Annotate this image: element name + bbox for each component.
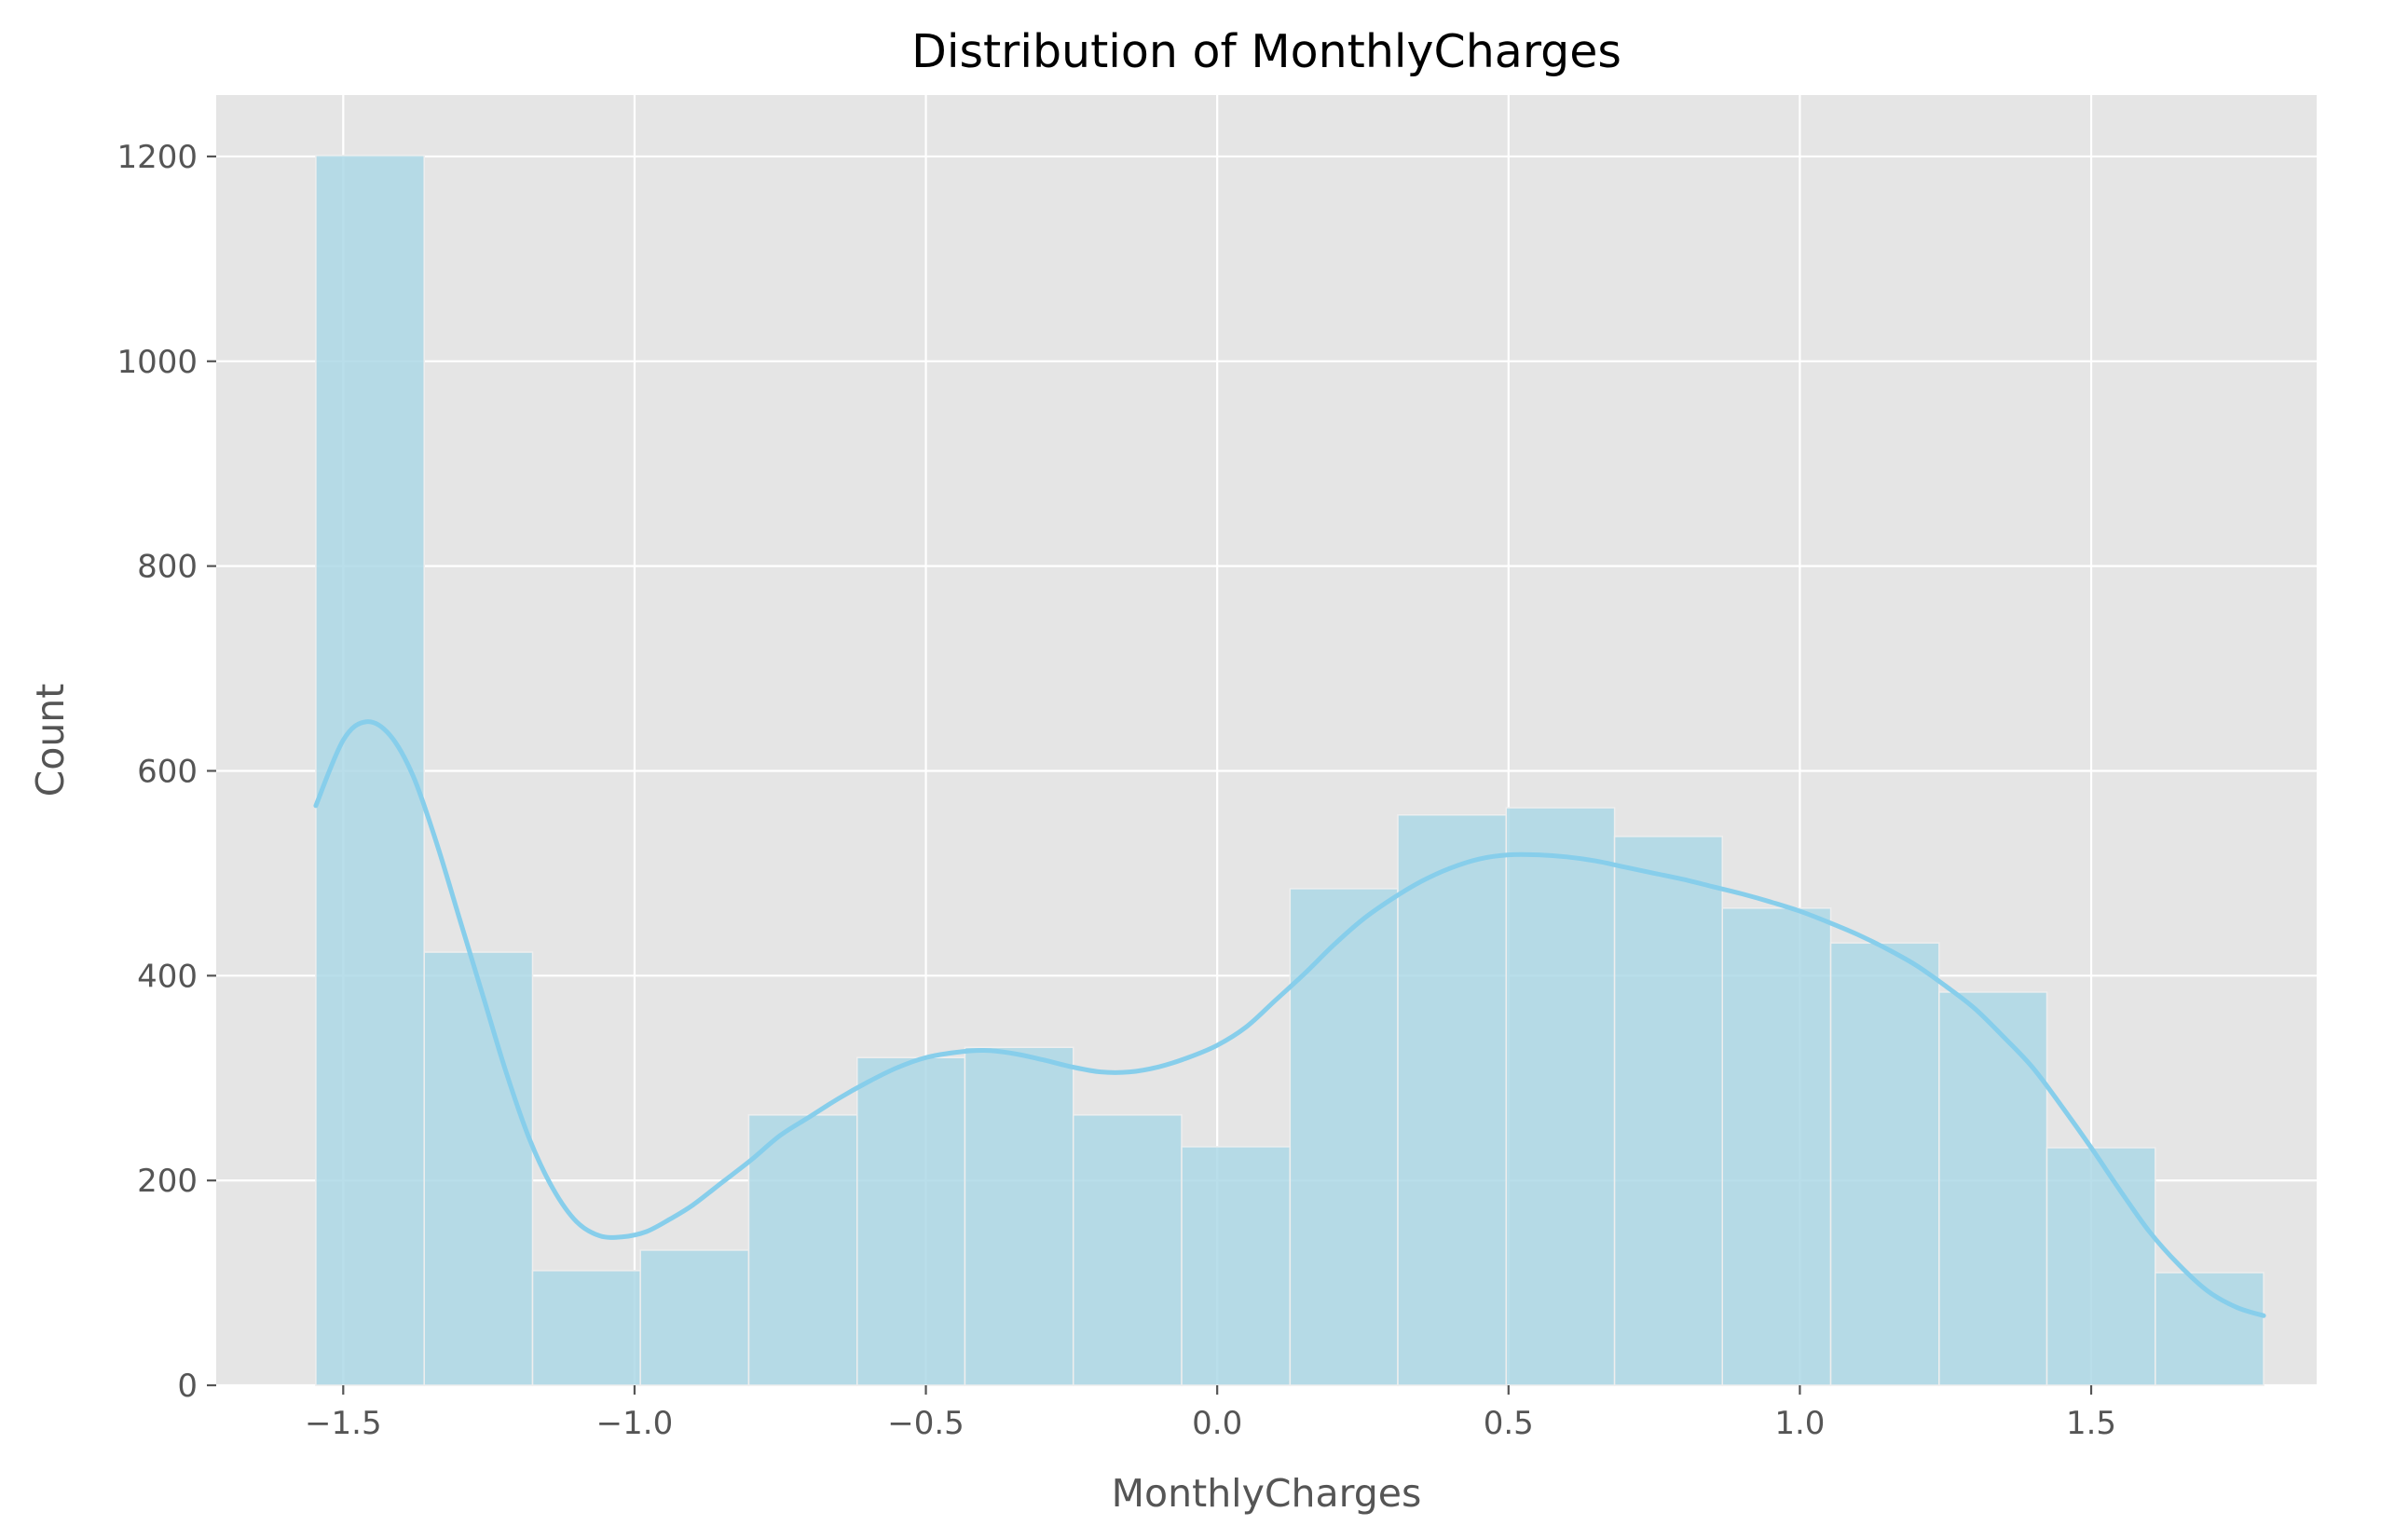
histogram-bar xyxy=(1181,1146,1292,1386)
y-tick-label: 200 xyxy=(137,1163,198,1200)
histogram-bar xyxy=(1505,807,1616,1386)
histogram-bar xyxy=(1721,907,1832,1386)
y-axis-label: Count xyxy=(28,684,73,797)
histogram-bar xyxy=(1938,991,2048,1386)
histogram-bar xyxy=(1613,836,1724,1386)
x-tick-label: 1.0 xyxy=(1774,1405,1825,1442)
y-tick-label: 1200 xyxy=(116,139,198,176)
x-axis-label: MonthlyCharges xyxy=(1112,1471,1422,1516)
histogram-bar xyxy=(2045,1147,2156,1386)
y-tick-label: 1000 xyxy=(116,344,198,381)
axes: −1.5 −1.0 −0.5 0.0 0.5 1.0 1.5 0 200 400 600 800 100… xyxy=(116,139,2116,1442)
x-tick-label: −0.5 xyxy=(887,1405,965,1442)
chart-title: Distribution of MonthlyCharges xyxy=(911,25,1621,78)
histogram-bar xyxy=(639,1249,750,1386)
histogram-bar xyxy=(856,1056,966,1386)
y-tick-label: 0 xyxy=(177,1368,198,1405)
histogram-bar xyxy=(1289,888,1399,1386)
histogram-bar xyxy=(1072,1114,1183,1386)
histogram-bar xyxy=(1829,942,1940,1386)
y-tick-label: 400 xyxy=(137,958,198,995)
histogram-bar xyxy=(1397,813,1508,1386)
histogram-bar xyxy=(423,951,534,1386)
histogram-bars xyxy=(315,155,2264,1386)
x-tick-label: 0.0 xyxy=(1192,1405,1242,1442)
y-tick-label: 800 xyxy=(137,549,198,586)
histogram-bar xyxy=(531,1270,641,1386)
x-tick-label: −1.0 xyxy=(596,1405,674,1442)
x-tick-label: −1.5 xyxy=(305,1405,382,1442)
histogram-bar xyxy=(747,1114,858,1386)
kde-curve-group xyxy=(313,719,2266,1318)
x-tick-label: 0.5 xyxy=(1484,1405,1534,1442)
x-tick-label: 1.5 xyxy=(2066,1405,2116,1442)
kde-line xyxy=(313,719,2266,1318)
y-tick-label: 600 xyxy=(137,753,198,790)
histogram-bar xyxy=(315,155,425,1386)
histogram-bar xyxy=(964,1046,1074,1386)
